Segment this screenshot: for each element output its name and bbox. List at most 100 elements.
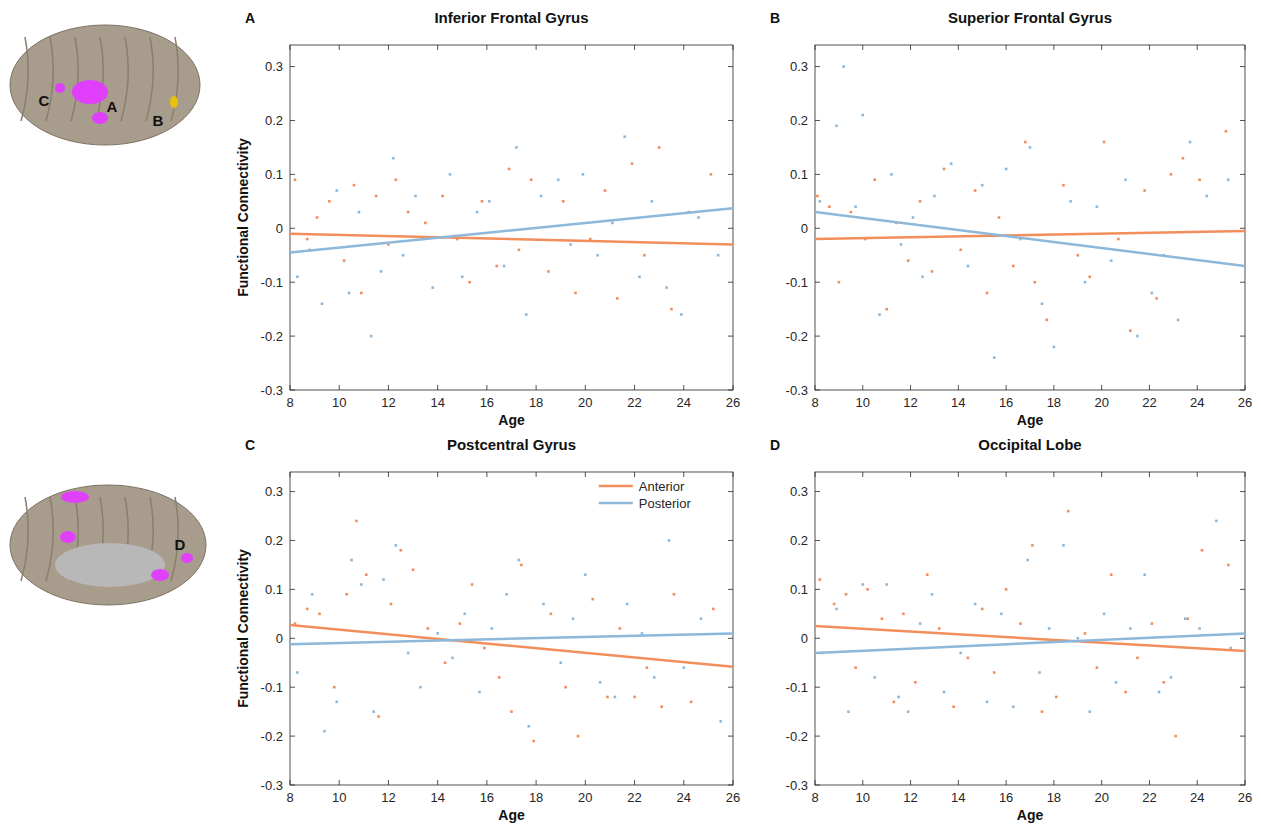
y-tick (815, 228, 820, 229)
y-tick (1240, 540, 1245, 541)
point (478, 691, 481, 694)
point (604, 189, 607, 192)
point (665, 286, 668, 289)
point (584, 573, 587, 576)
y-tick-label: 0.1 (790, 582, 808, 597)
x-tick-label: 26 (1238, 790, 1252, 805)
point (717, 254, 720, 257)
x-tick-label: 12 (381, 790, 395, 805)
point (1084, 281, 1087, 284)
y-tick (815, 736, 820, 737)
y-tick (1240, 736, 1245, 737)
point (461, 275, 464, 278)
x-tick (339, 385, 340, 390)
point (1088, 275, 1091, 278)
x-tick (634, 780, 635, 785)
x-tick-label: 22 (627, 395, 641, 410)
point (1182, 157, 1185, 160)
legend-swatch (599, 502, 633, 505)
point (682, 666, 685, 669)
cluster (181, 553, 193, 563)
panel-letter: C (245, 437, 255, 453)
point (1041, 302, 1044, 305)
point (1012, 265, 1015, 268)
x-tick-label: 16 (480, 395, 494, 410)
figure: CABD8101214161820222426-0.3-0.2-0.100.10… (0, 0, 1261, 831)
panel: 8101214161820222426-0.3-0.2-0.100.10.20.… (235, 436, 740, 823)
point (1117, 238, 1120, 241)
x-tick (910, 385, 911, 390)
x-tick (486, 780, 487, 785)
x-tick (1245, 780, 1246, 785)
x-tick-label: 8 (286, 395, 293, 410)
point (1026, 559, 1029, 562)
panel-letter: A (245, 10, 255, 26)
point (907, 259, 910, 262)
point (335, 701, 338, 704)
point (893, 701, 896, 704)
fit-line (290, 633, 733, 644)
y-tick-label: -0.2 (786, 729, 808, 744)
point (618, 627, 621, 630)
x-tick-label: 14 (430, 790, 444, 805)
y-tick (1240, 638, 1245, 639)
x-tick (958, 45, 959, 50)
point (390, 603, 393, 606)
y-tick-label: -0.3 (261, 778, 283, 793)
point (380, 270, 383, 273)
point (833, 603, 836, 606)
point (712, 608, 715, 611)
y-tick (290, 589, 295, 590)
y-tick (815, 638, 820, 639)
point (1184, 617, 1187, 620)
point (412, 569, 415, 572)
point (950, 162, 953, 165)
point (463, 613, 466, 616)
x-tick (1053, 780, 1054, 785)
x-tick (1101, 780, 1102, 785)
x-tick (1053, 45, 1054, 50)
point (311, 593, 314, 596)
point (564, 686, 567, 689)
y-tick-label: 0.1 (790, 167, 808, 182)
legend-label: Posterior (639, 496, 692, 511)
point (1177, 319, 1180, 322)
x-tick (290, 45, 291, 50)
x-tick (486, 45, 487, 50)
x-tick-label: 24 (677, 790, 691, 805)
point (919, 200, 922, 203)
x-tick (388, 45, 389, 50)
point (1048, 627, 1051, 630)
x-tick (683, 385, 684, 390)
cluster (72, 80, 108, 104)
x-tick (536, 45, 537, 50)
point (1069, 200, 1072, 203)
point (582, 173, 585, 176)
x-tick (536, 385, 537, 390)
point (392, 157, 395, 160)
point (1129, 627, 1132, 630)
point (1136, 335, 1139, 338)
point (1012, 705, 1015, 708)
x-tick (388, 780, 389, 785)
point (638, 275, 641, 278)
point (402, 254, 405, 257)
point (670, 308, 673, 311)
point (333, 686, 336, 689)
sulcus (46, 497, 53, 581)
point (306, 608, 309, 611)
fit-line (290, 234, 733, 245)
x-tick (733, 45, 734, 50)
point (818, 200, 821, 203)
point (1019, 622, 1022, 625)
x-tick (683, 472, 684, 477)
point (395, 178, 398, 181)
y-tick-label: -0.2 (261, 329, 283, 344)
point (646, 666, 649, 669)
x-tick-label: 8 (811, 395, 818, 410)
x-tick (634, 45, 635, 50)
x-tick (1053, 385, 1054, 390)
point (525, 313, 528, 316)
point (572, 617, 575, 620)
point (520, 564, 523, 567)
